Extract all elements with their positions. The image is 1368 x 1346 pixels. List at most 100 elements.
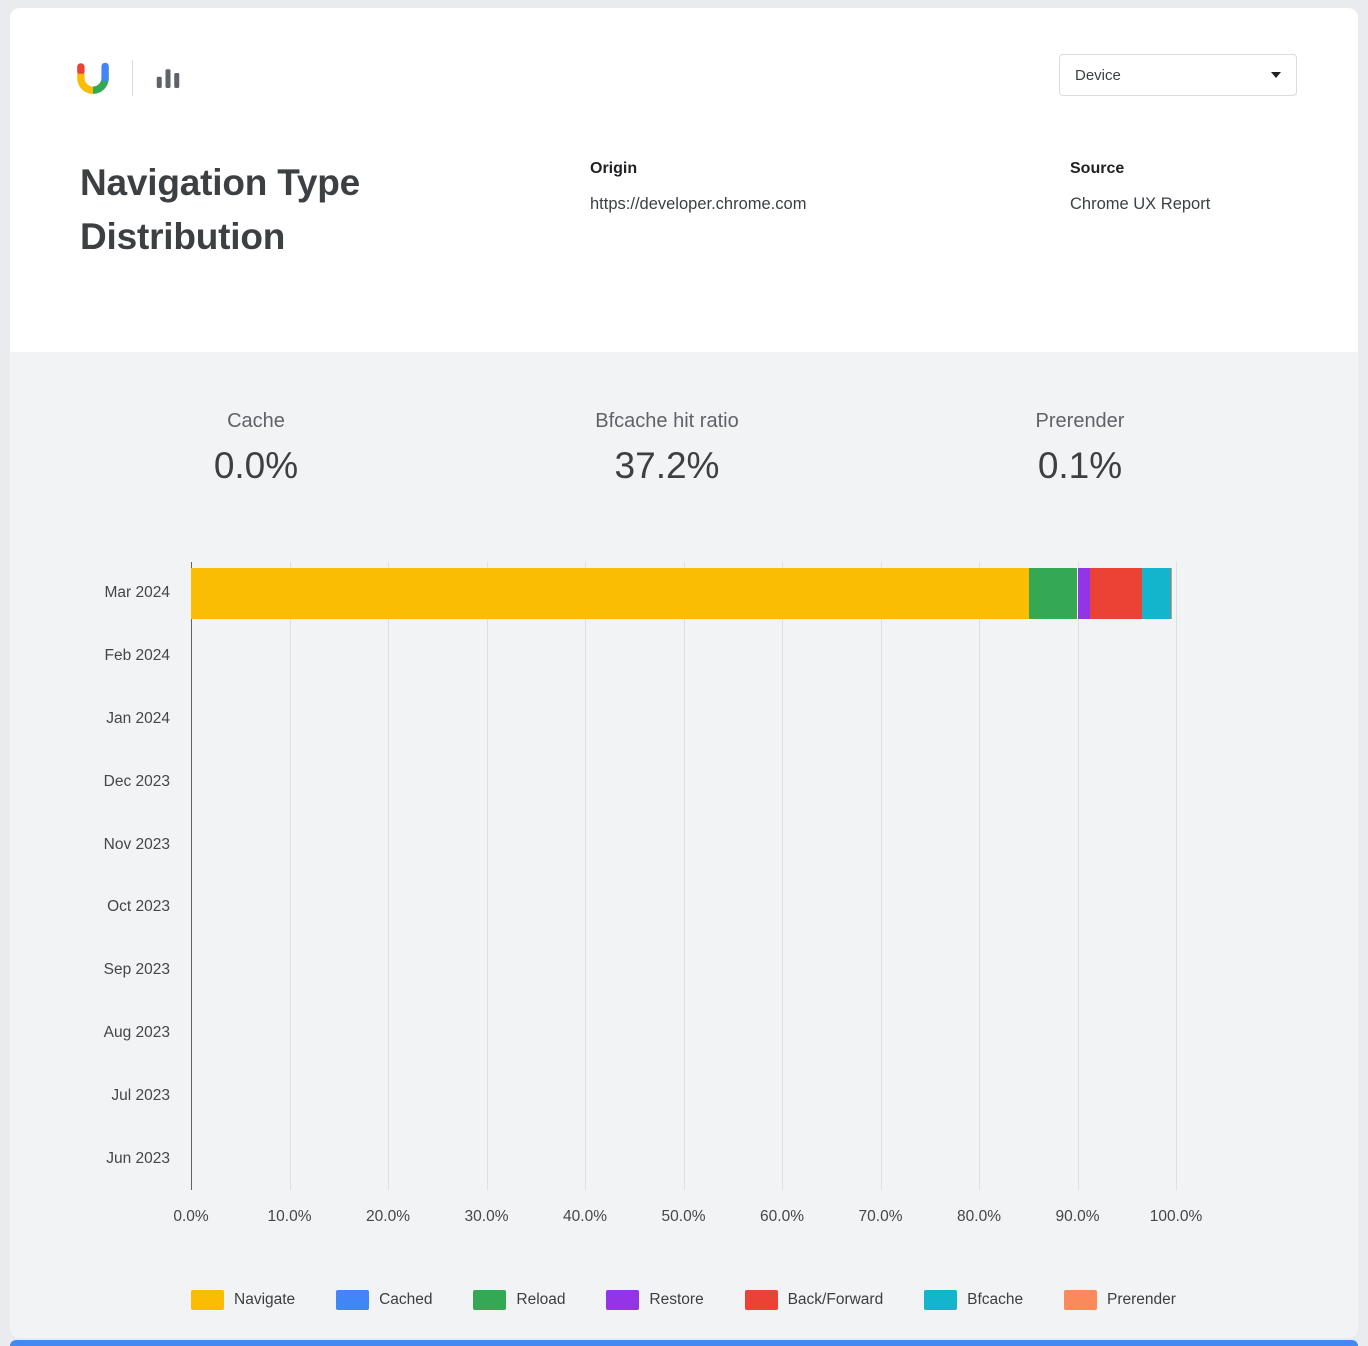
legend-label: Prerender: [1107, 1291, 1176, 1308]
bar-row: [191, 876, 1176, 939]
next-card-edge: [10, 1340, 1358, 1346]
y-axis-labels: Mar 2024 Feb 2024 Jan 2024 Dec 2023 Nov 2023…: [10, 562, 170, 1190]
y-axis-label: Sep 2023: [103, 961, 170, 979]
bar-row: [191, 939, 1176, 1002]
y-axis-label: Dec 2023: [103, 772, 170, 790]
gridline: [880, 562, 882, 1190]
gridline: [1176, 562, 1177, 1190]
x-tick-label: 10.0%: [267, 1208, 312, 1225]
bar-row: [191, 1002, 1176, 1065]
x-axis-labels: 0.0% 10.0% 20.0% 30.0% 40.0% 50.0% 60.0% 70.0% 8…: [173, 1208, 1202, 1230]
stat-label: Prerender: [1035, 410, 1125, 432]
device-dropdown-value: Device: [1075, 66, 1121, 84]
bar-segment-prerender[interactable]: [1171, 568, 1173, 619]
x-tick-label: 30.0%: [464, 1208, 509, 1225]
legend-swatch-prerender: [1064, 1290, 1098, 1310]
legend-item-prerender: Prerender: [1064, 1290, 1176, 1310]
legend-swatch-navigate: [191, 1290, 224, 1310]
stat-value: 0.0%: [213, 445, 299, 486]
y-axis-label: Nov 2023: [103, 835, 170, 853]
card-header: Device Navigation Type Distribution Orig…: [10, 8, 1358, 352]
bar-row: [191, 625, 1176, 688]
gridline: [289, 562, 291, 1190]
y-axis-label: Feb 2024: [104, 647, 171, 665]
crux-logo-icon: [74, 59, 112, 97]
legend-label: Bfcache: [967, 1291, 1024, 1308]
x-tick-label: 70.0%: [858, 1208, 903, 1225]
source-label: Source: [1070, 160, 1125, 177]
x-tick-label: 0.0%: [173, 1208, 209, 1225]
legend-item-cached: Cached: [336, 1290, 433, 1310]
y-axis-label: Jul 2023: [111, 1086, 170, 1104]
legend-label: Reload: [516, 1291, 566, 1308]
legend-label: Cached: [379, 1291, 433, 1308]
chart-legend: Navigate Cached Reload Restore Back/Forward B…: [191, 1290, 1176, 1310]
gridline: [683, 562, 685, 1190]
x-tick-label: 90.0%: [1055, 1208, 1100, 1225]
bar-row: [191, 750, 1176, 813]
stat-prerender: Prerender 0.1%: [1036, 410, 1125, 487]
legend-item-navigate: Navigate: [191, 1290, 295, 1310]
y-axis-line: [191, 562, 192, 1190]
y-axis-label: Oct 2023: [107, 898, 170, 916]
brand: [74, 56, 183, 100]
gridline: [388, 562, 389, 1190]
x-tick-label: 60.0%: [760, 1208, 804, 1225]
page-title: Navigation Type Distribution: [80, 162, 361, 257]
stat-value: 0.1%: [1037, 445, 1123, 486]
bar-row: [191, 1064, 1176, 1127]
legend-label: Restore: [649, 1291, 704, 1308]
stat-label: Bfcache hit ratio: [595, 410, 739, 432]
gridline: [1077, 562, 1079, 1190]
bar-row: [191, 688, 1176, 751]
source-meta: Source Chrome UX Report: [1070, 160, 1210, 214]
legend-label: Navigate: [234, 1291, 296, 1308]
legend-item-reload: Reload: [473, 1290, 566, 1310]
legend-swatch-back-forward: [744, 1290, 778, 1310]
legend-item-bfcache: Bfcache: [924, 1290, 1023, 1310]
x-tick-label: 80.0%: [957, 1208, 1001, 1225]
bar-chart-icon: [153, 63, 183, 93]
bar-segment-bfcache[interactable]: [1141, 568, 1172, 619]
legend-swatch-cached: [336, 1290, 370, 1310]
legend-label: Back/Forward: [787, 1291, 884, 1308]
legend-item-restore: Restore: [606, 1290, 704, 1310]
bar-segment-back-forward[interactable]: [1090, 568, 1142, 619]
bar-segment-reload[interactable]: [1029, 568, 1078, 619]
y-axis-label: Mar 2024: [104, 584, 170, 602]
brand-divider: [132, 60, 133, 96]
x-tick-label: 50.0%: [661, 1208, 706, 1225]
origin-value: https://developer.chrome.com: [590, 195, 807, 213]
origin-label: Origin: [590, 160, 638, 177]
gridline: [782, 562, 783, 1190]
legend-swatch-restore: [606, 1290, 640, 1310]
bar-segment-restore[interactable]: [1077, 568, 1091, 619]
legend-item-back-forward: Back/Forward: [744, 1290, 884, 1310]
gridline: [979, 562, 980, 1190]
x-tick-label: 40.0%: [563, 1208, 607, 1225]
origin-meta: Origin https://developer.chrome.com: [590, 160, 806, 214]
plot-area: [191, 562, 1177, 1190]
y-axis-label: Aug 2023: [103, 1023, 170, 1041]
legend-swatch-bfcache: [924, 1290, 958, 1310]
y-axis-label: Jun 2023: [106, 1149, 170, 1167]
chart-section: Cache 0.0% Bfcache hit ratio 37.2% Prere…: [10, 352, 1358, 1338]
stat-label: Cache: [227, 410, 285, 432]
bar-row: [191, 1127, 1176, 1190]
device-dropdown[interactable]: Device: [1059, 54, 1297, 96]
y-axis-label: Jan 2024: [106, 709, 170, 727]
stat-value: 37.2%: [614, 445, 720, 486]
x-tick-label: 20.0%: [366, 1208, 410, 1225]
bar-row: [191, 562, 1176, 625]
stat-cache: Cache 0.0%: [214, 410, 298, 487]
stat-bfcache-hit-ratio: Bfcache hit ratio 37.2%: [595, 410, 738, 487]
dropdown-caret-icon: [1271, 72, 1281, 78]
legend-swatch-reload: [473, 1290, 507, 1310]
dashboard-card: Device Navigation Type Distribution Orig…: [10, 8, 1358, 1338]
gridline: [585, 562, 586, 1190]
bar-row: [191, 813, 1176, 876]
bar-segment-navigate[interactable]: [191, 568, 1030, 619]
x-tick-label: 100.0%: [1149, 1208, 1203, 1225]
gridline: [486, 562, 488, 1190]
source-value: Chrome UX Report: [1070, 195, 1211, 213]
